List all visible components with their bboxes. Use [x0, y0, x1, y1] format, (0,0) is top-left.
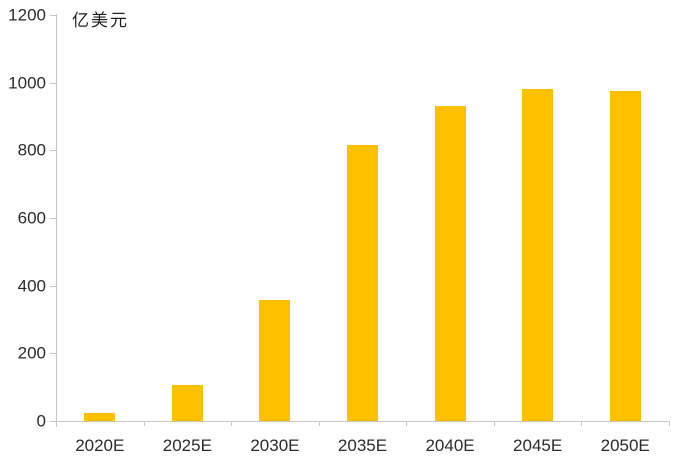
x-axis-tick [56, 421, 57, 426]
y-axis-tick-label: 600 [17, 208, 46, 228]
y-axis-line [56, 14, 57, 427]
x-axis-tick [318, 421, 320, 426]
y-axis-tick [50, 82, 56, 84]
bar-2045E [522, 89, 554, 421]
bar-2025E [171, 385, 203, 421]
x-axis-tick [669, 421, 670, 426]
x-axis-tick [581, 421, 583, 426]
x-axis-label: 2040E [425, 436, 475, 455]
y-axis-tick [50, 353, 56, 355]
x-axis-tick [493, 421, 495, 426]
x-axis-label: 2050E [600, 436, 650, 455]
x-axis-tick [231, 421, 233, 426]
y-axis-tick-label: 400 [17, 276, 46, 296]
y-axis-tick [50, 15, 56, 16]
x-axis-label: 2020E [75, 436, 125, 455]
y-axis-tick [50, 150, 56, 152]
y-axis-tick-label: 1000 [8, 73, 46, 93]
bar-2030E [259, 299, 291, 421]
x-axis-label: 2030E [250, 436, 300, 455]
y-axis-tick [50, 218, 56, 219]
y-axis-tick-label: 1200 [8, 5, 46, 25]
bar-2050E [609, 91, 641, 421]
x-axis-label: 2035E [337, 436, 388, 455]
y-axis-unit-label: 亿美元 [72, 11, 129, 30]
x-axis-label: 2045E [513, 436, 563, 455]
y-axis-tick-label: 800 [17, 140, 46, 160]
x-axis-tick [406, 421, 408, 426]
bar-2020E [84, 412, 116, 421]
y-axis-tick-label: 0 [36, 411, 46, 431]
x-axis-tick [143, 421, 145, 426]
x-axis-line [56, 421, 669, 422]
y-axis-tick-label: 200 [17, 343, 46, 363]
y-axis-tick [50, 285, 56, 287]
x-axis-label: 2025E [162, 436, 212, 455]
bar-2035E [347, 145, 378, 421]
bar-2040E [434, 106, 466, 421]
y-axis-tick [50, 421, 56, 422]
